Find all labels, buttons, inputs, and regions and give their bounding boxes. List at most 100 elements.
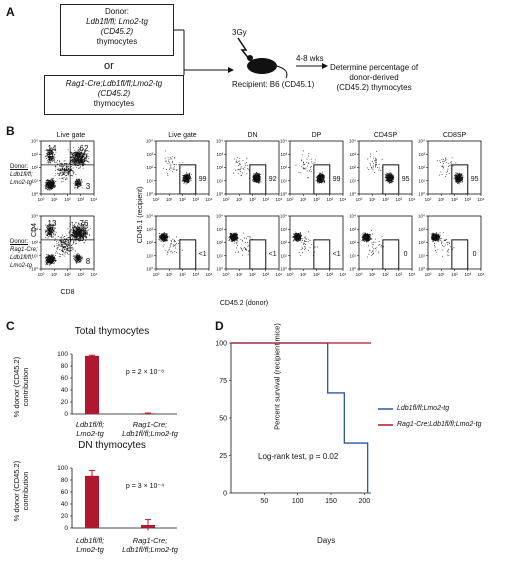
event-dot xyxy=(384,177,386,179)
event-dot xyxy=(74,158,76,159)
event-dot xyxy=(76,222,78,224)
event-dot xyxy=(85,157,86,159)
event-dot xyxy=(456,174,458,176)
cd4cd8-plot-1-ytick-label: 10¹ xyxy=(31,178,38,183)
event-dot xyxy=(66,171,68,173)
event-dot xyxy=(84,152,86,154)
event-dot xyxy=(450,161,452,163)
event-dot xyxy=(259,173,261,175)
mouse-ear xyxy=(247,55,253,61)
event-dot xyxy=(445,157,447,159)
event-dot xyxy=(83,159,85,160)
event-dot xyxy=(260,180,261,182)
event-dot xyxy=(50,156,51,158)
event-dot xyxy=(169,167,171,169)
event-dot xyxy=(386,176,388,178)
event-dot xyxy=(55,173,57,175)
event-dot xyxy=(48,184,50,185)
event-dot xyxy=(72,162,74,163)
event-dot xyxy=(74,184,76,186)
event-dot xyxy=(162,167,164,169)
event-dot xyxy=(49,260,51,262)
event-dot xyxy=(82,152,84,154)
event-dot xyxy=(240,174,242,176)
event-dot xyxy=(78,159,80,161)
event-dot xyxy=(80,236,82,238)
event-dot xyxy=(172,162,173,164)
event-dot xyxy=(55,260,56,261)
event-dot xyxy=(61,166,63,167)
event-dot xyxy=(54,182,56,184)
event-dot xyxy=(387,175,389,177)
event-dot xyxy=(318,181,320,183)
cd4cd8-plot-1-xtick-label: 10⁰ xyxy=(38,197,45,202)
event-dot xyxy=(370,164,371,166)
event-dot xyxy=(73,230,75,232)
event-dot xyxy=(70,229,72,231)
event-dot xyxy=(461,173,463,175)
event-dot xyxy=(237,169,239,171)
event-dot xyxy=(85,237,87,239)
event-dot xyxy=(310,168,311,170)
event-dot xyxy=(77,178,79,180)
event-dot xyxy=(83,159,85,161)
event-dot xyxy=(367,158,369,160)
event-dot xyxy=(78,186,80,188)
event-dot xyxy=(53,178,55,180)
event-dot xyxy=(81,160,83,162)
event-dot xyxy=(187,181,189,183)
event-dot xyxy=(85,232,87,234)
event-dot xyxy=(81,162,83,164)
event-dot xyxy=(51,187,53,189)
event-dot xyxy=(77,237,79,239)
cd45-plot-r1-c4-ytick-label: 10⁴ xyxy=(349,139,356,144)
mouse-body xyxy=(247,58,277,74)
event-dot xyxy=(184,178,186,180)
event-dot xyxy=(47,257,49,259)
event-dot xyxy=(85,153,87,155)
event-dot xyxy=(51,259,53,260)
event-dot xyxy=(391,173,393,175)
event-dot xyxy=(451,157,453,159)
event-dot xyxy=(84,159,85,161)
event-dot xyxy=(46,188,48,190)
event-dot xyxy=(51,182,53,184)
event-dot xyxy=(82,159,84,161)
event-dot xyxy=(318,179,320,181)
event-dot xyxy=(48,162,49,164)
event-dot xyxy=(257,175,259,177)
event-dot xyxy=(48,158,50,160)
event-dot xyxy=(79,183,80,185)
event-dot xyxy=(76,160,78,161)
event-dot xyxy=(308,163,310,165)
cd45-plot-r1-c2-xtick-label: 10² xyxy=(249,197,256,202)
event-dot xyxy=(82,229,84,231)
event-dot xyxy=(71,221,73,223)
event-dot xyxy=(79,231,81,233)
event-dot xyxy=(75,234,77,236)
event-dot xyxy=(70,168,72,170)
event-dot xyxy=(62,171,64,173)
cd45-plot-r1-c1-xtick-label: 10⁴ xyxy=(206,197,213,202)
event-dot xyxy=(455,162,457,164)
event-dot xyxy=(188,177,190,178)
event-dot xyxy=(375,165,376,167)
event-dot xyxy=(88,150,90,152)
event-dot xyxy=(53,257,55,259)
event-dot xyxy=(76,228,78,230)
event-dot xyxy=(455,171,457,173)
event-dot xyxy=(378,167,380,169)
event-dot xyxy=(247,168,248,170)
event-dot xyxy=(51,181,53,183)
event-dot xyxy=(48,189,50,190)
event-dot xyxy=(369,162,371,164)
event-dot xyxy=(75,165,77,167)
event-dot xyxy=(74,161,75,163)
event-dot xyxy=(391,178,393,180)
event-dot xyxy=(85,233,87,235)
event-dot xyxy=(79,165,81,167)
event-dot xyxy=(80,161,82,163)
event-dot xyxy=(174,164,176,166)
event-dot xyxy=(72,156,74,158)
event-dot xyxy=(76,155,77,157)
